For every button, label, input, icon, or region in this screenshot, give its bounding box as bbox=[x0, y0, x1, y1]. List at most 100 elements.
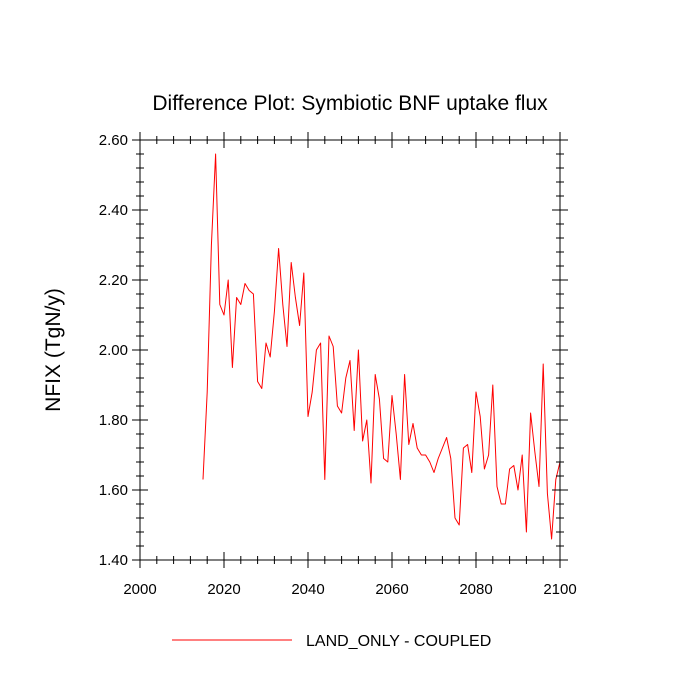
data-point bbox=[425, 454, 426, 455]
data-point bbox=[362, 440, 363, 441]
data-point bbox=[253, 293, 254, 294]
x-tick-label: 2080 bbox=[459, 581, 492, 598]
axes: 1.40 1.60 1.80 2.00 2.20 2.40 2.60 2000 2020 2040… bbox=[99, 132, 577, 598]
data-point bbox=[228, 279, 229, 280]
data-point bbox=[484, 468, 485, 469]
data-point bbox=[223, 314, 224, 315]
legend-label: LAND_ONLY - COUPLED bbox=[306, 633, 491, 650]
data-point bbox=[354, 430, 355, 431]
data-point bbox=[270, 356, 271, 357]
x-tick-label: 2000 bbox=[123, 581, 156, 598]
data-point bbox=[496, 486, 497, 487]
data-point bbox=[328, 335, 329, 336]
x-tick-label: 2040 bbox=[291, 581, 324, 598]
data-point bbox=[286, 346, 287, 347]
data-point bbox=[383, 458, 384, 459]
data-point bbox=[337, 405, 338, 406]
data-point bbox=[513, 465, 514, 466]
data-point bbox=[349, 360, 350, 361]
data-point bbox=[370, 482, 371, 483]
data-point bbox=[404, 374, 405, 375]
data-point bbox=[551, 538, 552, 539]
data-point bbox=[538, 486, 539, 487]
data-point bbox=[530, 412, 531, 413]
data-point bbox=[379, 398, 380, 399]
data-point bbox=[202, 479, 203, 480]
data-point bbox=[333, 346, 334, 347]
y-tick-label: 2.60 bbox=[99, 132, 128, 149]
y-tick-label: 2.00 bbox=[99, 342, 128, 359]
data-point bbox=[307, 416, 308, 417]
plot-area bbox=[202, 153, 561, 540]
data-point bbox=[257, 381, 258, 382]
data-point bbox=[467, 444, 468, 445]
data-point bbox=[412, 423, 413, 424]
data-point bbox=[400, 479, 401, 480]
plot-frame bbox=[139, 139, 561, 561]
x-tick-label: 2020 bbox=[207, 581, 240, 598]
data-point bbox=[492, 384, 493, 385]
data-point bbox=[244, 283, 245, 284]
data-point bbox=[274, 311, 275, 312]
data-point bbox=[517, 489, 518, 490]
data-point bbox=[341, 412, 342, 413]
data-point bbox=[438, 458, 439, 459]
data-point bbox=[396, 433, 397, 434]
data-point bbox=[240, 304, 241, 305]
data-point bbox=[459, 524, 460, 525]
x-tick-label: 2100 bbox=[543, 581, 576, 598]
chart-title: Difference Plot: Symbiotic BNF uptake fl… bbox=[152, 92, 548, 115]
data-point bbox=[429, 461, 430, 462]
data-point bbox=[249, 290, 250, 291]
data-point bbox=[375, 374, 376, 375]
data-point bbox=[543, 363, 544, 364]
y-tick-label: 1.40 bbox=[99, 552, 128, 569]
data-point bbox=[534, 451, 535, 452]
data-point bbox=[278, 248, 279, 249]
data-point bbox=[463, 447, 464, 448]
data-point bbox=[236, 297, 237, 298]
data-point bbox=[207, 391, 208, 392]
data-point bbox=[312, 391, 313, 392]
y-tick-label: 1.60 bbox=[99, 482, 128, 499]
data-point bbox=[522, 454, 523, 455]
data-point bbox=[295, 297, 296, 298]
data-point bbox=[320, 342, 321, 343]
data-point bbox=[387, 461, 388, 462]
data-point bbox=[547, 493, 548, 494]
data-point bbox=[442, 447, 443, 448]
data-point bbox=[391, 395, 392, 396]
y-tick-label: 1.80 bbox=[99, 412, 128, 429]
data-point bbox=[215, 153, 216, 154]
data-point bbox=[509, 468, 510, 469]
data-point bbox=[488, 454, 489, 455]
data-point bbox=[417, 447, 418, 448]
data-point bbox=[265, 342, 266, 343]
data-point bbox=[408, 444, 409, 445]
data-point bbox=[261, 388, 262, 389]
data-point bbox=[232, 367, 233, 368]
data-point bbox=[282, 304, 283, 305]
data-point bbox=[345, 377, 346, 378]
data-point bbox=[480, 416, 481, 417]
data-point bbox=[505, 503, 506, 504]
data-point bbox=[291, 262, 292, 263]
data-point bbox=[475, 391, 476, 392]
data-point bbox=[324, 479, 325, 480]
data-point bbox=[421, 454, 422, 455]
data-point bbox=[433, 472, 434, 473]
y-tick-label: 2.40 bbox=[99, 202, 128, 219]
data-point bbox=[211, 244, 212, 245]
data-point bbox=[303, 272, 304, 273]
data-point bbox=[471, 472, 472, 473]
data-point bbox=[454, 517, 455, 518]
data-point bbox=[526, 531, 527, 532]
legend: LAND_ONLY - COUPLED bbox=[172, 633, 491, 650]
data-point bbox=[358, 349, 359, 350]
data-point bbox=[501, 503, 502, 504]
data-point bbox=[555, 479, 556, 480]
data-point bbox=[299, 325, 300, 326]
data-point bbox=[366, 419, 367, 420]
data-point bbox=[446, 437, 447, 438]
